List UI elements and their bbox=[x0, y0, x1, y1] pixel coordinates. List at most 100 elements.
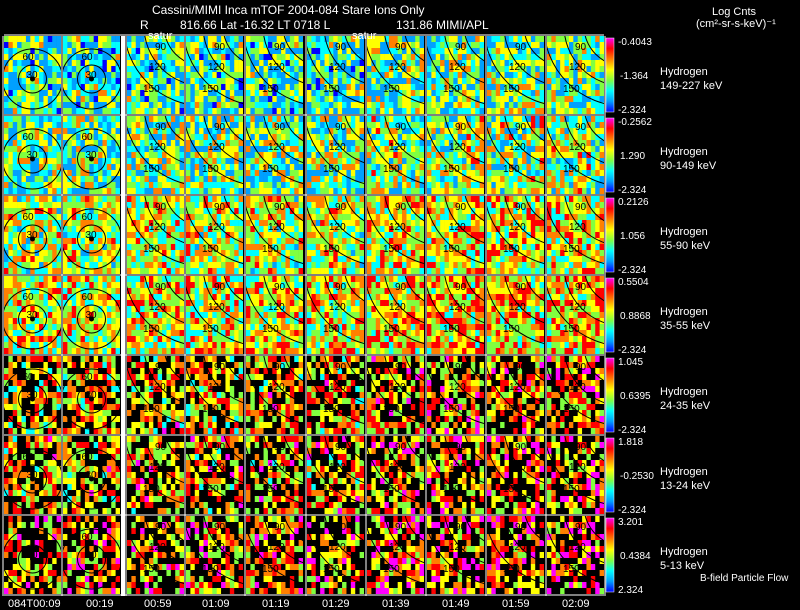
pixel-cell bbox=[34, 202, 40, 209]
pixel-cell bbox=[259, 122, 264, 129]
pixel-cell bbox=[190, 72, 196, 79]
pixel-cell bbox=[586, 48, 592, 55]
pixel-cell bbox=[350, 66, 356, 73]
pixel-cell bbox=[595, 140, 600, 147]
pixel-cell bbox=[560, 54, 565, 61]
pixel-cell bbox=[12, 262, 18, 269]
pixel-cell bbox=[135, 208, 141, 215]
image-panel bbox=[186, 36, 243, 114]
pixel-cell bbox=[21, 262, 27, 269]
pixel-cell bbox=[342, 36, 347, 43]
pixel-cell bbox=[487, 244, 492, 251]
pixel-cell bbox=[564, 66, 570, 73]
pixel-cell bbox=[17, 182, 22, 189]
pixel-cell bbox=[246, 176, 251, 183]
pixel-cell bbox=[276, 182, 282, 189]
pixel-cell bbox=[397, 262, 403, 269]
pixel-cell bbox=[276, 152, 282, 159]
pixel-cell bbox=[595, 42, 600, 49]
pixel-cell bbox=[491, 164, 497, 171]
pixel-cell bbox=[388, 102, 394, 109]
pixel-cell bbox=[106, 66, 112, 73]
pixel-cell bbox=[234, 202, 239, 209]
pixel-cell bbox=[246, 36, 251, 43]
pixel-cell bbox=[4, 116, 9, 123]
pixel-cell bbox=[582, 84, 587, 91]
pixel-cell bbox=[259, 36, 264, 43]
pixel-cell bbox=[221, 96, 226, 103]
pixel-cell bbox=[582, 182, 587, 189]
pixel-cell bbox=[522, 60, 527, 67]
pixel-cell bbox=[355, 268, 360, 274]
pixel-cell bbox=[462, 164, 467, 171]
pixel-cell bbox=[479, 250, 484, 257]
pixel-cell bbox=[431, 238, 437, 245]
pixel-cell bbox=[281, 232, 286, 239]
pixel-cell bbox=[333, 48, 338, 55]
pixel-cell bbox=[513, 188, 518, 194]
pixel-cell bbox=[34, 36, 40, 43]
pixel-cell bbox=[153, 170, 158, 177]
pixel-cell bbox=[342, 78, 347, 85]
pixel-cell bbox=[427, 250, 432, 257]
pixel-cell bbox=[267, 102, 273, 109]
pixel-cell bbox=[263, 232, 269, 239]
pixel-cell bbox=[17, 54, 22, 61]
pixel-cell bbox=[410, 268, 416, 274]
pixel-cell bbox=[190, 176, 196, 183]
pixel-cell bbox=[333, 262, 338, 269]
pixel-cell bbox=[495, 250, 501, 257]
pixel-cell bbox=[410, 158, 416, 165]
pixel-cell bbox=[246, 90, 251, 97]
pixel-cell bbox=[342, 152, 347, 159]
pixel-cell bbox=[157, 78, 163, 85]
pixel-cell bbox=[462, 72, 467, 79]
pixel-cell bbox=[307, 134, 312, 141]
pixel-cell bbox=[111, 214, 116, 221]
pixel-cell bbox=[410, 170, 416, 177]
pixel-cell bbox=[320, 140, 325, 147]
pixel-cell bbox=[203, 128, 209, 135]
pixel-cell bbox=[384, 250, 390, 257]
pixel-cell bbox=[415, 170, 420, 177]
pixel-cell bbox=[564, 96, 570, 103]
pixel-cell bbox=[30, 208, 35, 215]
pixel-cell bbox=[568, 84, 574, 91]
pixel-cell bbox=[190, 108, 196, 114]
pixel-cell bbox=[487, 140, 492, 147]
pixel-cell bbox=[410, 42, 416, 49]
pixel-cell bbox=[93, 202, 99, 209]
pixel-cell bbox=[427, 72, 432, 79]
pixel-cell bbox=[410, 226, 416, 233]
pixel-cell bbox=[564, 102, 570, 109]
pixel-cell bbox=[47, 208, 53, 215]
pixel-cell bbox=[539, 140, 544, 147]
pixel-cell bbox=[102, 90, 108, 97]
pixel-cell bbox=[539, 128, 544, 135]
pixel-cell bbox=[34, 128, 40, 135]
pixel-cell bbox=[508, 220, 514, 227]
pixel-cell bbox=[175, 54, 180, 61]
pixel-cell bbox=[311, 164, 317, 171]
pixel-cell bbox=[285, 226, 291, 233]
pixel-cell bbox=[229, 232, 235, 239]
pixel-cell bbox=[586, 84, 592, 91]
pixel-cell bbox=[333, 122, 338, 129]
pixel-cell bbox=[599, 36, 604, 43]
pixel-cell bbox=[25, 256, 31, 263]
pixel-cell bbox=[135, 202, 141, 209]
pixel-cell bbox=[199, 220, 204, 227]
pixel-cell bbox=[190, 48, 196, 55]
pixel-cell bbox=[267, 232, 273, 239]
pixel-cell bbox=[267, 54, 273, 61]
pixel-cell bbox=[367, 140, 372, 147]
pixel-cell bbox=[388, 196, 394, 203]
pixel-cell bbox=[276, 226, 282, 233]
pixel-cell bbox=[475, 84, 480, 91]
pixel-cell bbox=[12, 220, 18, 227]
pixel-cell bbox=[342, 220, 347, 227]
pixel-cell bbox=[170, 140, 176, 147]
pixel-cell bbox=[431, 66, 437, 73]
pixel-cell bbox=[80, 122, 86, 129]
pixel-cell bbox=[448, 250, 454, 257]
